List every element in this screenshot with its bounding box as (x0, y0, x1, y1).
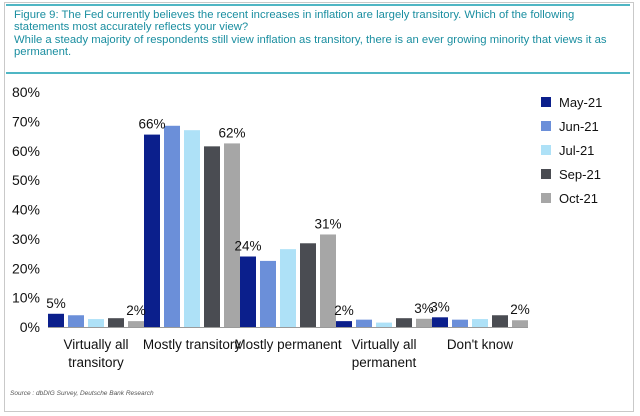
bar-jul-21 (184, 130, 200, 327)
y-tick-label: 80% (12, 84, 40, 100)
data-label: 2% (510, 302, 530, 317)
bar-jun-21 (356, 319, 372, 327)
x-tick-label: Mostly transitory (143, 337, 242, 352)
figure-title: Figure 9: The Fed currently believes the… (6, 4, 630, 74)
y-tick-label: 20% (12, 260, 40, 276)
x-tick-label: Virtually all (351, 337, 416, 352)
y-tick-label: 40% (12, 202, 40, 218)
data-label: 31% (314, 216, 341, 231)
legend-swatch-jun-21 (541, 121, 551, 131)
x-tick-label: Mostly permanent (234, 337, 342, 352)
legend-item: Sep-21 (541, 162, 621, 186)
bar-oct-21 (416, 318, 432, 327)
bar-sep-21 (492, 315, 508, 327)
y-tick-label: 70% (12, 113, 40, 129)
x-tick-label: permanent (352, 355, 417, 370)
y-tick-label: 60% (12, 143, 40, 159)
figure-title-line-3: While a steady majority of respondents s… (14, 33, 607, 46)
bar-jul-21 (376, 322, 392, 327)
data-label: 3% (414, 301, 434, 316)
data-label: 3% (430, 299, 450, 314)
bar-jun-21 (260, 260, 276, 327)
legend-item: Jul-21 (541, 138, 621, 162)
data-label: 24% (234, 239, 261, 254)
figure-frame (4, 2, 634, 412)
y-tick-label: 0% (20, 319, 40, 335)
bar-oct-21 (224, 143, 240, 327)
y-tick-label: 50% (12, 172, 40, 188)
legend-item: Jun-21 (541, 114, 621, 138)
legend-swatch-oct-21 (541, 193, 551, 203)
figure-title-line-4: permanent. (14, 46, 72, 59)
figure-title-line-1: Figure 9: The Fed currently believes the… (14, 9, 575, 21)
legend-label: Sep-21 (559, 166, 601, 182)
x-tick-label: Don't know (447, 337, 514, 352)
data-label: 62% (218, 125, 245, 140)
legend-label: Jul-21 (559, 142, 595, 158)
bar-sep-21 (108, 318, 124, 327)
bar-may-21 (432, 317, 448, 327)
bar-oct-21 (320, 234, 336, 327)
legend-label: Oct-21 (559, 190, 599, 206)
legend-item: Oct-21 (541, 186, 621, 210)
legend-swatch-jul-21 (541, 145, 551, 155)
x-tick-label: Virtually all (63, 337, 128, 352)
data-label: 2% (126, 303, 146, 318)
bar-may-21 (336, 321, 352, 327)
legend-item: May-21 (541, 90, 621, 114)
legend-swatch-sep-21 (541, 169, 551, 179)
legend-label: May-21 (559, 94, 603, 110)
legend-label: Jun-21 (559, 118, 599, 134)
bar-sep-21 (396, 318, 412, 327)
bar-may-21 (240, 256, 256, 327)
y-tick-label: 10% (12, 290, 40, 306)
bar-oct-21 (512, 320, 528, 327)
bar-oct-21 (128, 321, 144, 327)
bar-jun-21 (452, 319, 468, 327)
bar-sep-21 (300, 243, 316, 327)
bar-jul-21 (472, 319, 488, 327)
data-label: 66% (138, 117, 165, 132)
data-label: 2% (334, 303, 354, 318)
y-tick-label: 30% (12, 231, 40, 247)
bar-jul-21 (88, 319, 104, 327)
bar-may-21 (48, 313, 64, 327)
bar-sep-21 (204, 146, 220, 327)
figure-title-line-2: statements most accurately reflects your… (14, 21, 249, 34)
chart-legend: May-21 Jun-21 Jul-21 Sep-21 Oct-21 (541, 90, 621, 210)
bar-jun-21 (68, 315, 84, 327)
bar-may-21 (144, 134, 160, 327)
data-label: 5% (46, 296, 66, 311)
legend-swatch-may-21 (541, 97, 551, 107)
bar-jun-21 (164, 125, 180, 327)
source-note: Source : dbDIG Survey, Deutsche Bank Res… (10, 390, 154, 397)
x-tick-label: transitory (68, 355, 124, 370)
bar-jul-21 (280, 249, 296, 327)
